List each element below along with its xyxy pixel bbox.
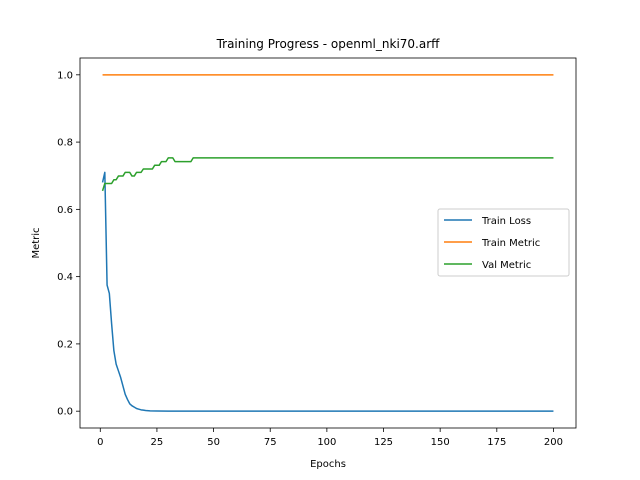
legend-label-val-metric: Val Metric: [482, 260, 531, 271]
x-tick-label: 125: [374, 437, 393, 448]
plot-frame: [79, 57, 577, 429]
series-line-train-loss: [101, 171, 554, 412]
legend: Train Loss Train Metric Val Metric: [437, 208, 570, 277]
x-axis: 0 25 50 75 100 125 150 175 200: [97, 428, 563, 448]
x-tick-label: 175: [487, 437, 506, 448]
legend-box: [437, 208, 570, 277]
chart-title: Training Progress - openml_nki70.arff: [216, 37, 441, 51]
y-axis-label: Metric: [31, 227, 42, 258]
legend-label-train-metric: Train Metric: [481, 238, 540, 249]
y-tick-label: 0.8: [57, 138, 73, 149]
series-line-val-metric: [101, 157, 554, 192]
y-tick-label: 0.0: [57, 407, 73, 418]
legend-label-train-loss: Train Loss: [481, 216, 531, 227]
y-axis: 0.0 0.2 0.4 0.6 0.8 1.0: [57, 70, 80, 418]
x-tick-label: 25: [151, 437, 164, 448]
plot-area: [101, 74, 554, 412]
y-tick-label: 0.6: [57, 205, 73, 216]
x-tick-label: 200: [544, 437, 563, 448]
x-axis-label: Epochs: [310, 459, 346, 470]
y-tick-label: 1.0: [57, 70, 73, 81]
y-tick-label: 0.4: [57, 272, 73, 283]
x-tick-label: 150: [431, 437, 450, 448]
x-tick-label: 100: [317, 437, 336, 448]
y-tick-label: 0.2: [57, 339, 73, 350]
x-tick-label: 0: [97, 437, 103, 448]
x-tick-label: 50: [207, 437, 220, 448]
x-tick-label: 75: [264, 437, 277, 448]
